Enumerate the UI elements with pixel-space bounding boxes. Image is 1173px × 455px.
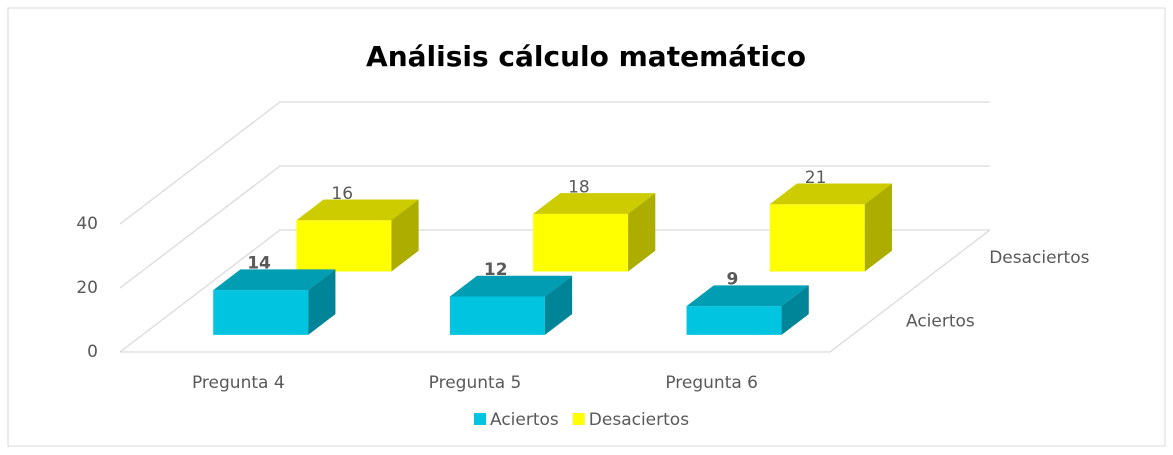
chart-title: Análisis cálculo matemático — [366, 40, 806, 73]
y-tick-label: 20 — [76, 278, 98, 298]
bar-side — [864, 183, 892, 272]
bar-front — [296, 220, 392, 272]
grid-line — [119, 101, 990, 225]
x-tick-label: Pregunta 4 — [192, 373, 285, 393]
data-label: 12 — [484, 260, 508, 280]
bar — [686, 285, 809, 335]
y-tick-label: 0 — [87, 342, 98, 362]
data-label: 16 — [331, 184, 353, 204]
bar-top — [769, 183, 892, 205]
bar — [449, 275, 573, 335]
bar-front — [449, 296, 545, 335]
floor-edge — [120, 229, 991, 353]
bar-side — [391, 199, 419, 272]
bar-top — [686, 285, 809, 307]
bar — [213, 269, 336, 335]
bar-front — [769, 204, 865, 272]
bar-side — [781, 285, 809, 335]
data-label: 21 — [805, 168, 827, 188]
legend-swatch — [474, 413, 486, 425]
depth-axis-label: Desaciertos — [989, 248, 1089, 268]
grid-line — [119, 229, 990, 353]
bar-front — [533, 213, 629, 272]
bar-side — [544, 275, 573, 335]
grid-line — [119, 165, 990, 289]
data-label: 14 — [247, 254, 271, 274]
y-tick-label: 40 — [76, 214, 98, 234]
bar-top — [296, 199, 419, 221]
bar-top — [533, 193, 656, 214]
bar-top — [213, 269, 336, 291]
bar — [533, 193, 656, 272]
bar — [296, 199, 419, 272]
bar-front — [686, 306, 782, 335]
data-label: 18 — [568, 177, 590, 197]
x-tick-label: Pregunta 5 — [429, 373, 522, 393]
legend-label: Aciertos — [490, 410, 559, 430]
legend-label: Desaciertos — [589, 410, 689, 430]
legend-swatch — [572, 413, 585, 425]
bar — [769, 183, 892, 272]
depth-axis-label: Aciertos — [906, 312, 975, 332]
x-tick-label: Pregunta 6 — [665, 373, 758, 393]
bar-front — [213, 290, 309, 335]
bar-side — [628, 193, 656, 272]
bar-top — [449, 275, 573, 297]
bar-side — [308, 269, 336, 335]
data-label: 9 — [726, 270, 738, 290]
